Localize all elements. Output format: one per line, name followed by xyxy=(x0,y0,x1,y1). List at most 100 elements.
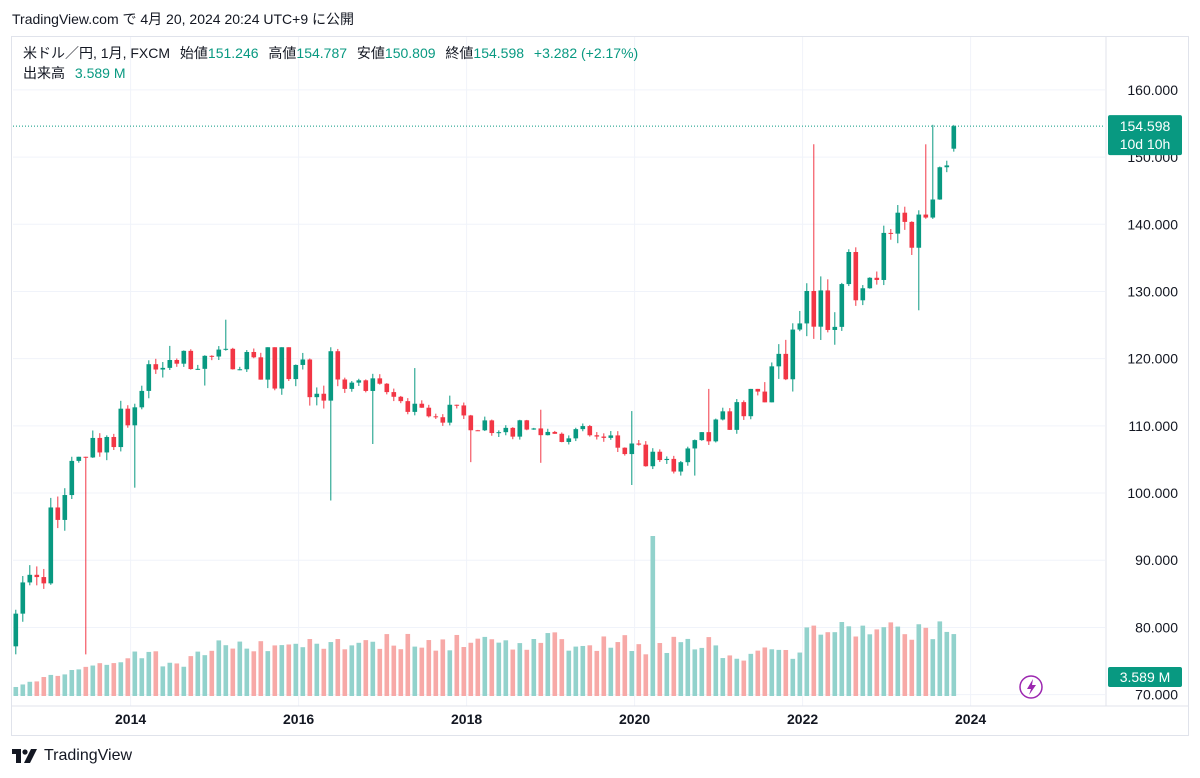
candle-body[interactable] xyxy=(664,458,670,461)
candle-body[interactable] xyxy=(867,277,873,289)
candle-body[interactable] xyxy=(951,126,957,149)
candle-body[interactable] xyxy=(405,401,411,412)
candle-body[interactable] xyxy=(825,290,831,330)
candle-body[interactable] xyxy=(447,404,453,423)
candle-body[interactable] xyxy=(286,347,292,380)
candle-body[interactable] xyxy=(692,440,698,449)
candle-body[interactable] xyxy=(62,495,68,520)
candle-body[interactable] xyxy=(545,431,551,436)
candle-body[interactable] xyxy=(853,252,859,301)
candle-body[interactable] xyxy=(83,456,89,458)
candle-body[interactable] xyxy=(90,437,96,458)
candle-body[interactable] xyxy=(895,212,901,234)
candle-body[interactable] xyxy=(762,391,768,403)
candle-body[interactable] xyxy=(622,447,628,455)
candle-body[interactable] xyxy=(167,360,173,368)
candle-body[interactable] xyxy=(426,407,432,417)
candle-body[interactable] xyxy=(580,426,586,430)
candle-body[interactable] xyxy=(678,462,684,472)
candle-body[interactable] xyxy=(244,351,250,370)
candle-body[interactable] xyxy=(328,351,334,401)
candle-body[interactable] xyxy=(713,419,719,442)
candle-body[interactable] xyxy=(69,460,75,496)
candle-body[interactable] xyxy=(27,574,33,583)
candle-body[interactable] xyxy=(930,199,936,218)
candle-body[interactable] xyxy=(279,347,285,389)
candle-body[interactable] xyxy=(125,408,131,426)
candle-body[interactable] xyxy=(139,390,145,408)
candle-body[interactable] xyxy=(804,290,810,324)
candle-body[interactable] xyxy=(489,420,495,434)
candle-body[interactable] xyxy=(55,507,61,520)
candle-body[interactable] xyxy=(552,431,558,434)
candle-body[interactable] xyxy=(776,353,782,367)
price-chart-svg[interactable]: 160.000150.000140.000130.000120.000110.0… xyxy=(12,37,1188,735)
candle-body[interactable] xyxy=(377,378,383,384)
candle-body[interactable] xyxy=(468,415,474,431)
candle-body[interactable] xyxy=(398,396,404,402)
candle-body[interactable] xyxy=(34,574,40,578)
candle-body[interactable] xyxy=(650,451,656,467)
candle-body[interactable] xyxy=(531,428,537,430)
chart-pane[interactable]: 160.000 150.000 140.000 130.000 120.000 110.0… xyxy=(11,36,1189,736)
candle-body[interactable] xyxy=(174,360,180,364)
candle-body[interactable] xyxy=(111,436,117,448)
candle-body[interactable] xyxy=(706,432,712,442)
candle-body[interactable] xyxy=(734,402,740,430)
candle-body[interactable] xyxy=(524,420,530,430)
candle-body[interactable] xyxy=(48,507,54,584)
candle-body[interactable] xyxy=(846,252,852,285)
candle-body[interactable] xyxy=(20,582,26,614)
candle-body[interactable] xyxy=(643,444,649,467)
candle-body[interactable] xyxy=(293,364,299,380)
candle-body[interactable] xyxy=(594,435,600,437)
candle-body[interactable] xyxy=(342,379,348,389)
candle-body[interactable] xyxy=(818,290,824,327)
candle-body[interactable] xyxy=(510,427,516,437)
candle-body[interactable] xyxy=(237,369,243,371)
candle-body[interactable] xyxy=(783,353,789,380)
candle-body[interactable] xyxy=(482,420,488,431)
candle-body[interactable] xyxy=(153,364,159,370)
candle-body[interactable] xyxy=(300,359,306,365)
candle-body[interactable] xyxy=(202,355,208,369)
candle-body[interactable] xyxy=(755,388,761,392)
candle-body[interactable] xyxy=(104,436,110,453)
candle-body[interactable] xyxy=(636,443,642,445)
candle-body[interactable] xyxy=(433,416,439,418)
candle-body[interactable] xyxy=(720,411,726,420)
candle-body[interactable] xyxy=(195,368,201,370)
candle-body[interactable] xyxy=(475,430,481,432)
candle-body[interactable] xyxy=(349,382,355,389)
candle-body[interactable] xyxy=(160,367,166,370)
candle-body[interactable] xyxy=(265,347,271,380)
candle-body[interactable] xyxy=(13,613,19,647)
candle-body[interactable] xyxy=(258,357,264,380)
candle-body[interactable] xyxy=(314,393,320,398)
candle-body[interactable] xyxy=(629,443,635,455)
candle-body[interactable] xyxy=(916,214,922,248)
candle-body[interactable] xyxy=(216,349,222,357)
candle-body[interactable] xyxy=(811,290,817,327)
candle-body[interactable] xyxy=(657,451,663,461)
candle-body[interactable] xyxy=(188,350,194,370)
candle-body[interactable] xyxy=(685,448,691,463)
candle-body[interactable] xyxy=(839,284,845,327)
candle-body[interactable] xyxy=(769,366,775,403)
candle-body[interactable] xyxy=(230,348,236,370)
candle-body[interactable] xyxy=(461,405,467,416)
candle-body[interactable] xyxy=(797,323,803,330)
candle-body[interactable] xyxy=(41,577,47,584)
candle-body[interactable] xyxy=(335,351,341,380)
candle-body[interactable] xyxy=(412,403,418,412)
candle-body[interactable] xyxy=(118,408,124,448)
candle-body[interactable] xyxy=(727,411,733,430)
candle-body[interactable] xyxy=(454,404,460,406)
candle-body[interactable] xyxy=(587,426,593,436)
candle-body[interactable] xyxy=(881,232,887,280)
candle-body[interactable] xyxy=(97,437,103,453)
candle-body[interactable] xyxy=(608,435,614,438)
candle-body[interactable] xyxy=(251,351,257,358)
candle-body[interactable] xyxy=(860,288,866,301)
candle-body[interactable] xyxy=(391,392,397,397)
